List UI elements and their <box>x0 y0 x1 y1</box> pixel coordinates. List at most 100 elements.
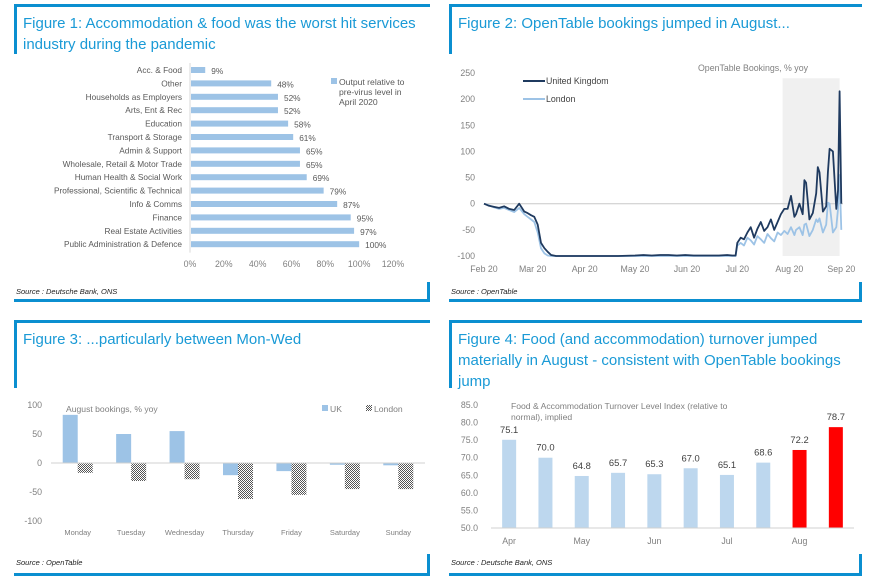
x-tick-label: Saturday <box>330 528 360 537</box>
y-tick-label: -100 <box>457 251 475 261</box>
bar <box>191 107 278 114</box>
panel-bottom-border <box>449 573 862 576</box>
bar-uk <box>383 463 399 466</box>
y-tick-label: -50 <box>462 225 475 235</box>
x-tick-label: 80% <box>317 259 335 269</box>
bar <box>191 201 338 207</box>
bar <box>191 174 307 181</box>
legend-label: Output relative to <box>339 77 405 87</box>
x-tick-label: 60% <box>283 259 301 269</box>
y-tick-label: 150 <box>460 120 475 130</box>
shaded-region <box>782 78 840 256</box>
y-tick-label: 60.0 <box>461 488 478 498</box>
y-tick-label: 85.0 <box>461 400 478 410</box>
category-label: Public Administration & Defence <box>64 239 182 249</box>
x-tick-label: May 20 <box>621 264 650 274</box>
bar-london <box>184 463 200 480</box>
figure-title: Figure 2: OpenTable bookings jumped in A… <box>458 15 790 32</box>
category-label: Human Health & Social Work <box>75 172 183 182</box>
data-label: 48% <box>277 79 294 89</box>
panel-bottom-border <box>449 299 862 302</box>
data-label: 79% <box>330 187 347 197</box>
data-label: 65.7 <box>609 457 627 468</box>
panel-left-border <box>449 4 452 54</box>
bar <box>191 147 300 154</box>
bar <box>191 120 289 127</box>
data-label: 97% <box>360 227 377 237</box>
bar <box>191 93 278 100</box>
legend-label: London <box>374 404 403 414</box>
x-tick-label: Jul 20 <box>726 264 750 274</box>
x-tick-label: Jun <box>647 536 661 546</box>
x-tick-label: Apr 20 <box>572 264 598 274</box>
category-label: Other <box>161 78 182 88</box>
bar <box>502 439 517 528</box>
x-tick-label: May <box>573 536 590 546</box>
legend-swatch-uk <box>322 405 328 411</box>
figure-source: Source : OpenTable <box>16 558 83 567</box>
bar-uk <box>62 414 78 463</box>
figure-title: Figure 1: Accommodation & food was the w… <box>23 15 416 53</box>
chart-annotation: OpenTable Bookings, % yoy <box>698 63 809 73</box>
figure-title: Figure 4: Food (and accommodation) turno… <box>458 331 841 390</box>
figure-2-panel: Figure 2: OpenTable bookings jumped in A… <box>449 4 862 302</box>
x-tick-label: Aug 20 <box>775 264 803 274</box>
panel-left-border <box>449 320 452 388</box>
data-label: 65.1 <box>718 459 736 470</box>
panel-left-border <box>14 320 17 388</box>
legend-swatch <box>331 78 337 84</box>
x-tick-label: Monday <box>64 528 91 537</box>
y-tick-label: 0 <box>470 199 475 209</box>
bar <box>538 457 553 528</box>
bar-uk <box>116 434 132 463</box>
bar <box>828 427 843 528</box>
bar <box>683 468 698 528</box>
data-label: 69% <box>313 173 330 183</box>
bar-uk <box>169 431 185 463</box>
y-tick-label: 250 <box>460 68 475 78</box>
data-label: 52% <box>284 106 301 116</box>
x-tick-label: Thursday <box>222 528 254 537</box>
data-label: 65% <box>306 160 323 170</box>
bar <box>647 474 662 528</box>
bar-uk <box>276 463 292 472</box>
figure-4-panel: Figure 4: Food (and accommodation) turno… <box>449 320 862 578</box>
panel-top-border <box>14 4 430 7</box>
bar <box>191 227 355 234</box>
panel-bottom-border <box>14 573 430 576</box>
figure-source: Source : Deutsche Bank, ONS <box>16 287 118 296</box>
figure-3-chart: -100 -50 0 50 100 Monday Tuesday Wednesday Thurs… <box>24 400 425 537</box>
figure-3-panel: Figure 3: ...particularly between Mon-We… <box>14 320 430 578</box>
x-tick-label: Apr <box>502 536 516 546</box>
x-tick-label: Friday <box>281 528 302 537</box>
category-label: Wholesale, Retail & Motor Trade <box>63 159 183 169</box>
legend-swatch-london <box>366 405 372 411</box>
y-tick-label: 50.0 <box>461 523 478 533</box>
category-label: Arts, Ent & Rec <box>125 105 182 115</box>
y-tick-label: 55.0 <box>461 505 478 515</box>
category-label: Education <box>145 119 182 129</box>
bar <box>719 474 734 528</box>
x-tick-label: 40% <box>249 259 267 269</box>
y-tick-label: 0 <box>37 458 42 468</box>
data-label: 64.8 <box>573 460 591 471</box>
bar-uk <box>329 463 345 465</box>
bar-london <box>131 463 147 481</box>
y-tick-label: 70.0 <box>461 453 478 463</box>
figure-source: Source : Deutsche Bank, ONS <box>451 558 553 567</box>
y-tick-label: 50 <box>465 173 475 183</box>
bar <box>191 214 351 221</box>
data-label: 65% <box>306 146 323 156</box>
x-tick-label: Aug <box>792 536 808 546</box>
bar <box>191 160 300 167</box>
data-label: 70.0 <box>536 442 554 453</box>
panel-top-border <box>14 320 430 323</box>
data-label: 9% <box>211 66 224 76</box>
panel-right-border <box>859 554 862 576</box>
series-line-united-kingdom <box>483 90 843 257</box>
data-label: 87% <box>343 200 360 210</box>
chart-annotation-line-2: normal), implied <box>511 412 572 422</box>
x-tick-label: Wednesday <box>165 528 205 537</box>
data-label: 61% <box>299 133 316 143</box>
y-tick-label: 80.0 <box>461 418 478 428</box>
